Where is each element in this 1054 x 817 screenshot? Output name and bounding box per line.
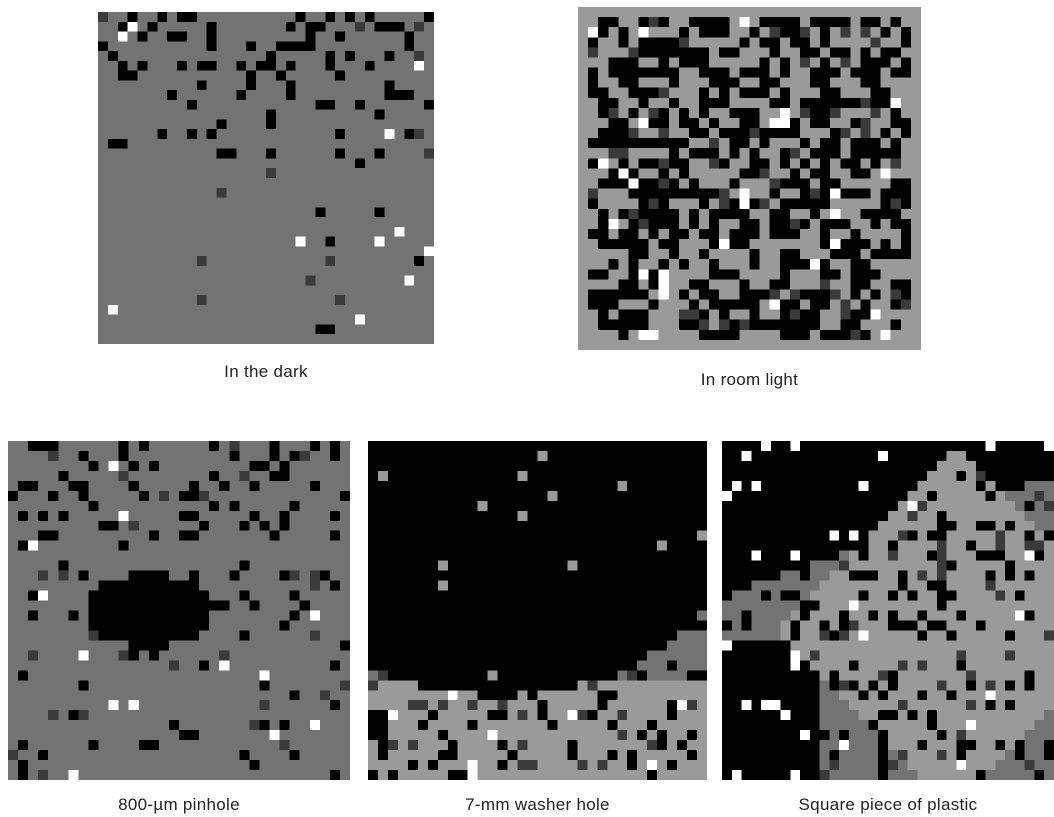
caption-pinhole: 800-µm pinhole [118, 795, 240, 814]
pixel-image-washer-hole [368, 441, 707, 780]
pixel-image-pinhole [8, 441, 350, 780]
caption-washer-hole: 7-mm washer hole [465, 795, 610, 814]
caption-room-light: In room light [700, 370, 799, 389]
pixel-grid-room-light [578, 7, 921, 350]
pixel-image-dark [98, 12, 434, 344]
pixel-grid-dark [98, 12, 434, 344]
pixel-grid-plastic [722, 441, 1054, 780]
pixel-image-plastic [722, 441, 1054, 780]
pixel-grid-washer-hole [368, 441, 707, 780]
pixel-image-room-light [578, 7, 921, 350]
pixel-grid-pinhole [8, 441, 350, 780]
caption-dark: In the dark [224, 362, 308, 381]
caption-plastic: Square piece of plastic [798, 795, 978, 814]
